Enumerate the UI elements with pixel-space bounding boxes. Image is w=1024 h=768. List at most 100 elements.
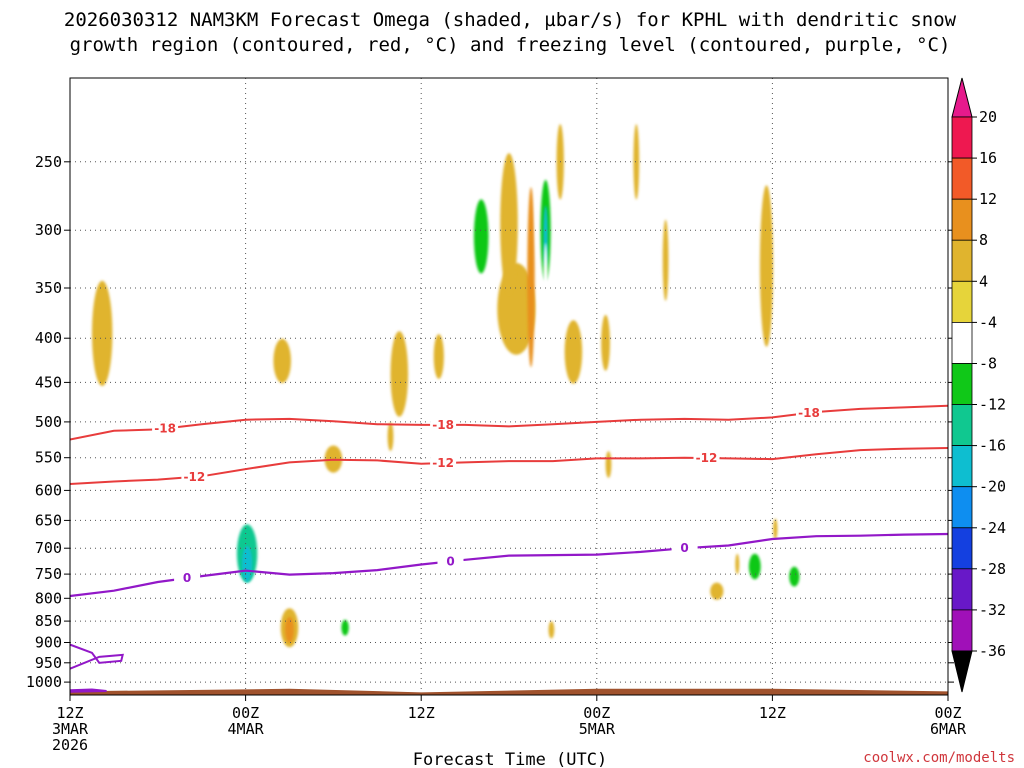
omega-cell [290, 591, 304, 606]
colorbar-box [951, 198, 973, 241]
x-axis-label: Forecast Time (UTC) [413, 750, 607, 768]
x-tick-label: 6MAR [930, 720, 967, 738]
omega-cell [789, 566, 800, 587]
colorbar-box [951, 445, 973, 488]
colorbar-label: 8 [979, 231, 988, 249]
y-tick-label: 550 [35, 449, 62, 467]
omega-cell [748, 553, 761, 580]
contour-label: -18 [154, 422, 176, 436]
omega-cell [735, 553, 740, 575]
freezing-level-line [70, 532, 948, 598]
colorbar-top-arrow [951, 77, 973, 118]
colorbar-label: -4 [979, 313, 997, 331]
contour-label-bg [437, 554, 464, 568]
omega-cell [100, 635, 224, 667]
contour-label: -18 [432, 418, 454, 432]
x-tick-label: 2026 [52, 736, 88, 754]
y-tick-label: 600 [35, 481, 62, 499]
omega-cell [473, 199, 489, 274]
colorbar-box [951, 404, 973, 446]
omega-shading-layer [70, 124, 948, 675]
omega-cell [564, 320, 583, 384]
colorbar-box [951, 527, 973, 570]
omega-cell [273, 338, 292, 383]
contour-label-bg [693, 451, 720, 464]
colorbar-label: -24 [979, 519, 1006, 537]
x-tick-label: 5MAR [579, 720, 616, 738]
contour-label: 0 [680, 541, 688, 555]
omega-cell [368, 650, 381, 660]
freezing-level-loop [70, 688, 107, 693]
omega-cell [662, 219, 669, 301]
omega-cell [548, 621, 555, 639]
x-tick-label: 12Z [759, 704, 786, 722]
contour-labels: -18 -18 -18 -12 -12 -12 0 0 0 [152, 405, 822, 585]
ground-terrain [70, 688, 948, 695]
y-tick-label: 800 [35, 589, 62, 607]
omega-cell [242, 546, 253, 582]
colorbar-label: -36 [979, 642, 1006, 660]
y-tick-label: 1000 [26, 673, 62, 691]
freezing-level-loop [70, 643, 124, 670]
contour-label-bg [152, 421, 179, 435]
x-tick-label: 4MAR [228, 720, 265, 738]
y-axis-pressure-ticks: 250 300 350 400 450 500 550 600 650 700 750 800 850 9… [26, 153, 954, 691]
colorbar-box [951, 486, 973, 529]
contour-label: 0 [183, 571, 191, 585]
omega-cell [232, 299, 265, 432]
x-tick-label: 00Z [934, 704, 961, 722]
colorbar-box [951, 609, 973, 652]
contour-label: -12 [696, 451, 718, 465]
omega-cell [433, 334, 444, 379]
colorbar-box [951, 568, 973, 611]
omega-cell [390, 331, 409, 417]
colorbar-bottom-arrow [951, 650, 973, 693]
credit-text: coolwx.com/modelts [863, 750, 1015, 766]
colorbar-label: 20 [979, 108, 997, 126]
y-tick-label: 400 [35, 329, 62, 347]
omega-cell [335, 277, 343, 320]
colorbar-box [951, 321, 973, 364]
colorbar-box [951, 239, 973, 282]
y-tick-label: 700 [35, 539, 62, 557]
colorbar-box [951, 157, 973, 200]
y-tick-label: 850 [35, 612, 62, 630]
contour-label: 0 [446, 554, 454, 568]
colorbar-label: -12 [979, 396, 1006, 414]
omega-cell [370, 582, 391, 624]
y-tick-label: 300 [35, 221, 62, 239]
contour-label-bg [430, 417, 457, 431]
y-tick-label: 450 [35, 373, 62, 391]
y-tick-label: 750 [35, 565, 62, 583]
omega-cell [152, 523, 169, 552]
colorbar-box [951, 363, 973, 405]
y-tick-label: 250 [35, 153, 62, 171]
omega-cell [92, 280, 113, 386]
omega-cell [759, 185, 774, 347]
y-tick-label: 950 [35, 654, 62, 672]
contour-label-bg [181, 469, 208, 483]
x-tick-label: 12Z [56, 704, 83, 722]
omega-cell [387, 422, 394, 451]
y-tick-label: 900 [35, 634, 62, 652]
x-tick-label: 3MAR [52, 720, 89, 738]
omega-cell [573, 137, 591, 285]
plot-frame [69, 77, 949, 696]
omega-cell [500, 153, 518, 295]
omega-cell [605, 451, 612, 478]
terrain-fill [70, 688, 948, 695]
omega-cell [285, 616, 294, 643]
y-tick-label: 500 [35, 413, 62, 431]
colorbar-label: 12 [979, 190, 997, 208]
colorbar-box [951, 280, 973, 323]
x-tick-label: 12Z [408, 704, 435, 722]
contour-label: -12 [184, 470, 206, 484]
colorbar-label: 16 [979, 149, 997, 167]
omega-cell [195, 658, 255, 671]
omega-cell [601, 314, 610, 371]
omega-cell [527, 187, 535, 368]
contour-label: -12 [432, 456, 454, 470]
x-tick-label: 00Z [583, 704, 610, 722]
omega-cell [920, 670, 935, 675]
